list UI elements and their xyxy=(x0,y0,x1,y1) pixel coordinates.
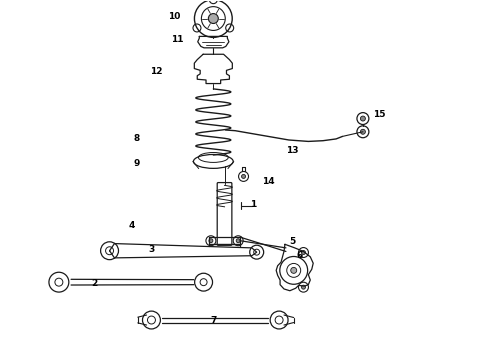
Text: 2: 2 xyxy=(91,279,97,288)
Text: 8: 8 xyxy=(134,134,140,143)
FancyBboxPatch shape xyxy=(217,183,232,245)
Text: 10: 10 xyxy=(168,12,180,21)
Text: 13: 13 xyxy=(287,146,299,155)
Text: 14: 14 xyxy=(262,177,275,186)
Circle shape xyxy=(236,239,240,243)
Text: 4: 4 xyxy=(129,221,135,230)
Text: 9: 9 xyxy=(134,159,140,168)
Text: 15: 15 xyxy=(373,111,386,120)
Circle shape xyxy=(208,14,219,23)
Circle shape xyxy=(361,129,366,134)
Circle shape xyxy=(291,267,297,273)
Text: 6: 6 xyxy=(296,251,303,260)
Text: 11: 11 xyxy=(172,36,184,45)
Text: 3: 3 xyxy=(148,245,154,254)
Text: 5: 5 xyxy=(290,237,296,246)
Circle shape xyxy=(301,251,305,255)
Text: 7: 7 xyxy=(210,315,217,324)
Circle shape xyxy=(242,175,245,179)
Circle shape xyxy=(361,116,366,121)
Circle shape xyxy=(209,239,213,243)
Text: 1: 1 xyxy=(250,200,256,209)
Circle shape xyxy=(301,285,305,289)
Text: 12: 12 xyxy=(150,67,163,76)
